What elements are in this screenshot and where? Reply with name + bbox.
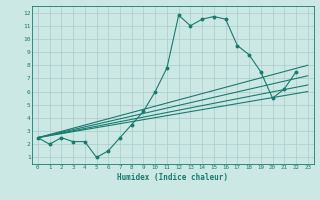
X-axis label: Humidex (Indice chaleur): Humidex (Indice chaleur) [117,173,228,182]
